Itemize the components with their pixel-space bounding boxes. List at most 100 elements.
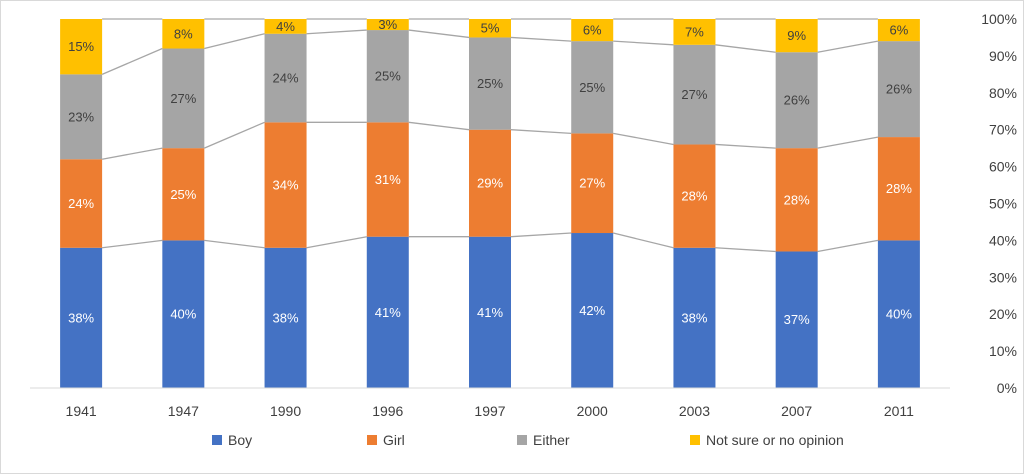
bar-boy-1947: [162, 240, 205, 388]
series-line-segment: [817, 40, 879, 53]
data-label-not-sure-or-no-opinion-2007: 9%: [787, 28, 806, 43]
y-tick-label: 50%: [989, 196, 1017, 212]
series-line-segment: [101, 47, 163, 75]
y-tick-label: 10%: [989, 343, 1017, 359]
y-tick-label: 20%: [989, 306, 1017, 322]
data-label-not-sure-or-no-opinion-1941: 15%: [68, 39, 94, 54]
bar-girl-1990: [264, 122, 307, 248]
bar-not-sure-or-no-opinion-1996: [366, 19, 409, 31]
bar-girl-2000: [571, 133, 614, 234]
bar-boy-2000: [571, 233, 614, 388]
bar-girl-1941: [60, 159, 103, 248]
series-line-segment: [613, 132, 674, 146]
bar-boy-2011: [877, 240, 920, 388]
bar-not-sure-or-no-opinion-1990: [264, 19, 307, 34]
data-label-not-sure-or-no-opinion-2003: 7%: [685, 24, 704, 39]
data-label-either-2011: 26%: [886, 82, 912, 97]
data-label-not-sure-or-no-opinion-1947: 8%: [174, 26, 193, 41]
bar-girl-1996: [366, 122, 409, 237]
axes: 1941 1947 1990 1996 1997 2000 2003 2007 2011 0% 10…: [30, 11, 1017, 419]
legend-item-boy: Boy: [212, 428, 252, 452]
series-line-segment: [510, 232, 572, 238]
series-line-segment: [204, 33, 265, 50]
data-label-boy-1941: 38%: [68, 310, 94, 325]
legend-swatch-girl: [367, 435, 377, 445]
x-tick-label: 2011: [884, 403, 914, 419]
data-label-boy-1947: 40%: [170, 307, 196, 322]
bar-boy-1996: [366, 236, 409, 388]
data-label-girl-1996: 31%: [375, 172, 401, 187]
y-tick-label: 100%: [981, 11, 1017, 27]
series-line-segment: [306, 29, 367, 35]
bar-not-sure-or-no-opinion-2007: [775, 19, 818, 53]
legend-label: Boy: [228, 432, 253, 448]
data-label-boy-1990: 38%: [273, 310, 299, 325]
series-line-segment: [510, 129, 572, 135]
data-label-boy-2011: 40%: [886, 307, 912, 322]
series-line-segment: [204, 239, 265, 249]
data-label-not-sure-or-no-opinion-2011: 6%: [889, 23, 908, 38]
bar-not-sure-or-no-opinion-2003: [673, 19, 716, 45]
series-line-segment: [510, 36, 572, 42]
series-line-segment: [613, 232, 674, 249]
data-label-girl-2007: 28%: [784, 192, 810, 207]
bar-either-2007: [775, 52, 818, 149]
data-label-boy-2003: 38%: [681, 310, 707, 325]
bar-girl-2007: [775, 148, 818, 252]
bar-girl-2003: [673, 144, 716, 248]
data-label-boy-2000: 42%: [579, 303, 605, 318]
data-label-either-2007: 26%: [784, 93, 810, 108]
data-labels: 38% 24% 23% 15% 40% 25% 27% 8% 38% 34% 24% 4% 41% 31%…: [68, 17, 912, 327]
bar-either-1990: [264, 33, 307, 123]
y-tick-label: 70%: [989, 122, 1017, 138]
data-label-either-1947: 27%: [170, 91, 196, 106]
series-line-segment: [817, 239, 879, 253]
data-label-girl-1990: 34%: [273, 178, 299, 193]
y-tick-label: 30%: [989, 269, 1017, 285]
legend-item-not-sure-or-no-opinion: Not sure or no opinion: [690, 428, 844, 452]
series-line-segment: [408, 121, 470, 131]
y-tick-label: 0%: [997, 380, 1017, 396]
bar-boy-2007: [775, 251, 818, 388]
data-label-not-sure-or-no-opinion-2000: 6%: [583, 23, 602, 38]
data-label-boy-1996: 41%: [375, 305, 401, 320]
legend-item-girl: Girl: [367, 428, 405, 452]
series-line-segment: [715, 143, 776, 149]
data-label-girl-2003: 28%: [681, 189, 707, 204]
data-label-either-2003: 27%: [681, 87, 707, 102]
series-line-segment: [102, 239, 163, 249]
bar-not-sure-or-no-opinion-1941: [60, 19, 103, 75]
bar-not-sure-or-no-opinion-2000: [571, 19, 614, 42]
legend-label: Girl: [383, 432, 405, 448]
bar-not-sure-or-no-opinion-1997: [469, 19, 511, 38]
bar-girl-1997: [469, 129, 511, 237]
data-label-girl-1941: 24%: [68, 196, 94, 211]
bar-either-1941: [60, 74, 103, 160]
bar-boy-1941: [60, 247, 103, 388]
series-line-segment: [306, 236, 367, 249]
data-label-girl-1997: 29%: [477, 176, 503, 191]
series-line-segment: [715, 247, 776, 253]
y-tick-label: 60%: [989, 159, 1017, 175]
bar-either-2000: [571, 41, 614, 134]
series-lines: [101, 18, 879, 253]
data-label-boy-1997: 41%: [477, 305, 503, 320]
data-label-either-1941: 23%: [68, 109, 94, 124]
bar-boy-2003: [673, 247, 716, 388]
legend-swatch-not-sure-or-no-opinion: [690, 435, 700, 445]
bar-not-sure-or-no-opinion-2011: [877, 19, 920, 42]
bar-either-2003: [673, 44, 716, 145]
bars: [60, 19, 920, 388]
x-tick-label: 2003: [679, 403, 710, 419]
data-label-girl-2011: 28%: [886, 181, 912, 196]
legend-swatch-boy: [212, 435, 222, 445]
x-tick-label: 1996: [372, 403, 403, 419]
bar-girl-2011: [877, 137, 920, 241]
y-tick-label: 80%: [989, 85, 1017, 101]
bar-girl-1947: [162, 148, 205, 241]
legend-label: Either: [533, 432, 570, 448]
y-tick-label: 40%: [989, 232, 1017, 248]
x-tick-label: 1997: [474, 403, 505, 419]
series-line-segment: [817, 136, 879, 149]
